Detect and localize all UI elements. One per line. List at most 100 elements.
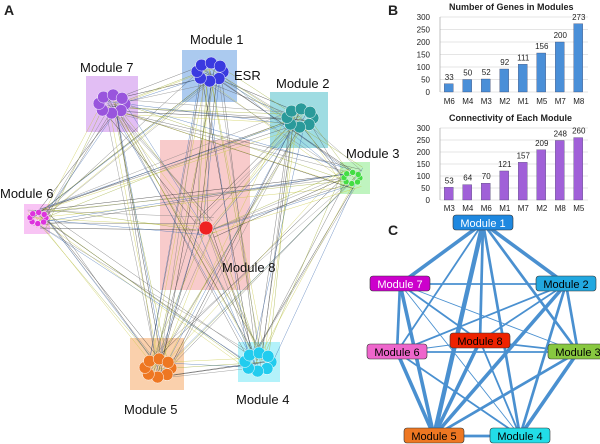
network-edge bbox=[254, 180, 347, 357]
bar-m7 bbox=[555, 41, 565, 93]
network-edge bbox=[249, 125, 305, 367]
esr-annotation: ESR bbox=[234, 68, 261, 83]
module-node-label: Module 5 bbox=[411, 431, 456, 443]
x-tick-label: M8 bbox=[555, 204, 567, 213]
x-tick-label: M2 bbox=[536, 204, 548, 213]
network-edge bbox=[198, 125, 290, 218]
network-edge bbox=[161, 232, 213, 362]
module-edge bbox=[478, 222, 485, 342]
network-edge bbox=[42, 208, 216, 233]
network-edge bbox=[195, 128, 295, 223]
network-edge bbox=[197, 186, 362, 238]
network-edge bbox=[149, 80, 200, 358]
module-edge bbox=[481, 222, 522, 437]
network-edge bbox=[43, 215, 156, 363]
network-edge bbox=[104, 97, 213, 222]
network-edge bbox=[212, 171, 354, 230]
network-edge bbox=[204, 73, 207, 225]
gene-node bbox=[40, 218, 47, 226]
panel-label-c: C bbox=[388, 222, 399, 238]
module-edge bbox=[395, 283, 402, 353]
bar-m6 bbox=[444, 83, 454, 93]
module-node-label: Module 3 bbox=[555, 347, 600, 359]
network-edge bbox=[114, 108, 163, 365]
gene-node bbox=[161, 356, 175, 369]
network-edge bbox=[204, 81, 343, 174]
module-edge bbox=[396, 283, 567, 353]
y-tick-label: 250 bbox=[417, 26, 431, 35]
module-edge bbox=[564, 283, 580, 353]
bar-m6 bbox=[481, 183, 491, 201]
network-edge bbox=[118, 108, 264, 356]
network-edge bbox=[289, 126, 343, 169]
gene-node bbox=[343, 170, 351, 178]
network-edge bbox=[216, 70, 354, 185]
x-tick-label: M1 bbox=[518, 97, 530, 106]
module-node-m1 bbox=[452, 214, 514, 231]
data-label: 33 bbox=[445, 73, 454, 82]
network-edge bbox=[37, 221, 162, 369]
gene-node bbox=[34, 220, 42, 227]
gene-node bbox=[303, 106, 317, 119]
y-tick-label: 150 bbox=[417, 160, 431, 169]
gene-node bbox=[354, 178, 361, 186]
module-edge bbox=[481, 221, 568, 286]
y-tick-label: 300 bbox=[417, 13, 431, 22]
data-label: 273 bbox=[572, 13, 586, 22]
network-edge bbox=[262, 113, 293, 354]
network-edge bbox=[44, 111, 291, 209]
module-label-m4: Module 4 bbox=[236, 392, 289, 407]
bar-m4 bbox=[462, 79, 472, 93]
network-edge bbox=[207, 230, 262, 361]
bar-m7 bbox=[518, 162, 528, 201]
network-edge bbox=[109, 110, 307, 121]
gene-node bbox=[261, 350, 275, 363]
y-tick-label: 0 bbox=[426, 88, 431, 97]
panel-label-b: B bbox=[388, 2, 399, 18]
network-edge bbox=[40, 115, 302, 220]
x-tick-label: M7 bbox=[518, 204, 530, 213]
y-tick-label: 150 bbox=[417, 51, 431, 60]
network-edge bbox=[214, 109, 300, 228]
gene-node bbox=[29, 210, 37, 218]
module-label-m2: Module 2 bbox=[276, 76, 329, 91]
network-edge bbox=[208, 231, 262, 360]
network-edge bbox=[115, 107, 304, 115]
chart-title: Connectivity of Each Module bbox=[449, 113, 572, 123]
network-edge bbox=[45, 111, 117, 215]
network-edge bbox=[44, 111, 112, 219]
module-label-m8: Module 8 bbox=[222, 260, 275, 275]
network-edge bbox=[166, 109, 309, 377]
network-edge bbox=[248, 187, 354, 364]
network-edge bbox=[148, 186, 344, 360]
x-tick-label: M5 bbox=[573, 204, 585, 213]
network-edge bbox=[148, 218, 197, 379]
network-edge bbox=[118, 64, 204, 98]
x-tick-label: M6 bbox=[481, 204, 493, 213]
network-edge bbox=[109, 106, 204, 227]
module-edge bbox=[395, 351, 436, 437]
network-edge bbox=[116, 110, 165, 364]
module-node-m4 bbox=[489, 427, 551, 444]
module-label-m7: Module 7 bbox=[80, 60, 133, 75]
network-edge bbox=[168, 166, 344, 360]
network-edge bbox=[35, 101, 103, 228]
data-label: 50 bbox=[463, 69, 472, 78]
y-tick-label: 100 bbox=[417, 172, 431, 181]
network-edge bbox=[206, 81, 291, 115]
x-tick-label: M1 bbox=[499, 204, 511, 213]
data-label: 157 bbox=[517, 151, 531, 160]
data-label: 260 bbox=[572, 127, 586, 136]
data-label: 70 bbox=[482, 172, 491, 181]
data-label: 64 bbox=[463, 174, 472, 183]
network-edge bbox=[161, 357, 253, 363]
network-edge bbox=[101, 105, 354, 189]
network-edge bbox=[38, 224, 266, 362]
network-edge bbox=[217, 68, 262, 370]
bar-m3 bbox=[481, 78, 491, 93]
data-label: 200 bbox=[554, 31, 568, 40]
network-edge bbox=[203, 120, 298, 226]
network-edge bbox=[33, 222, 202, 224]
bar-m2 bbox=[536, 149, 546, 201]
